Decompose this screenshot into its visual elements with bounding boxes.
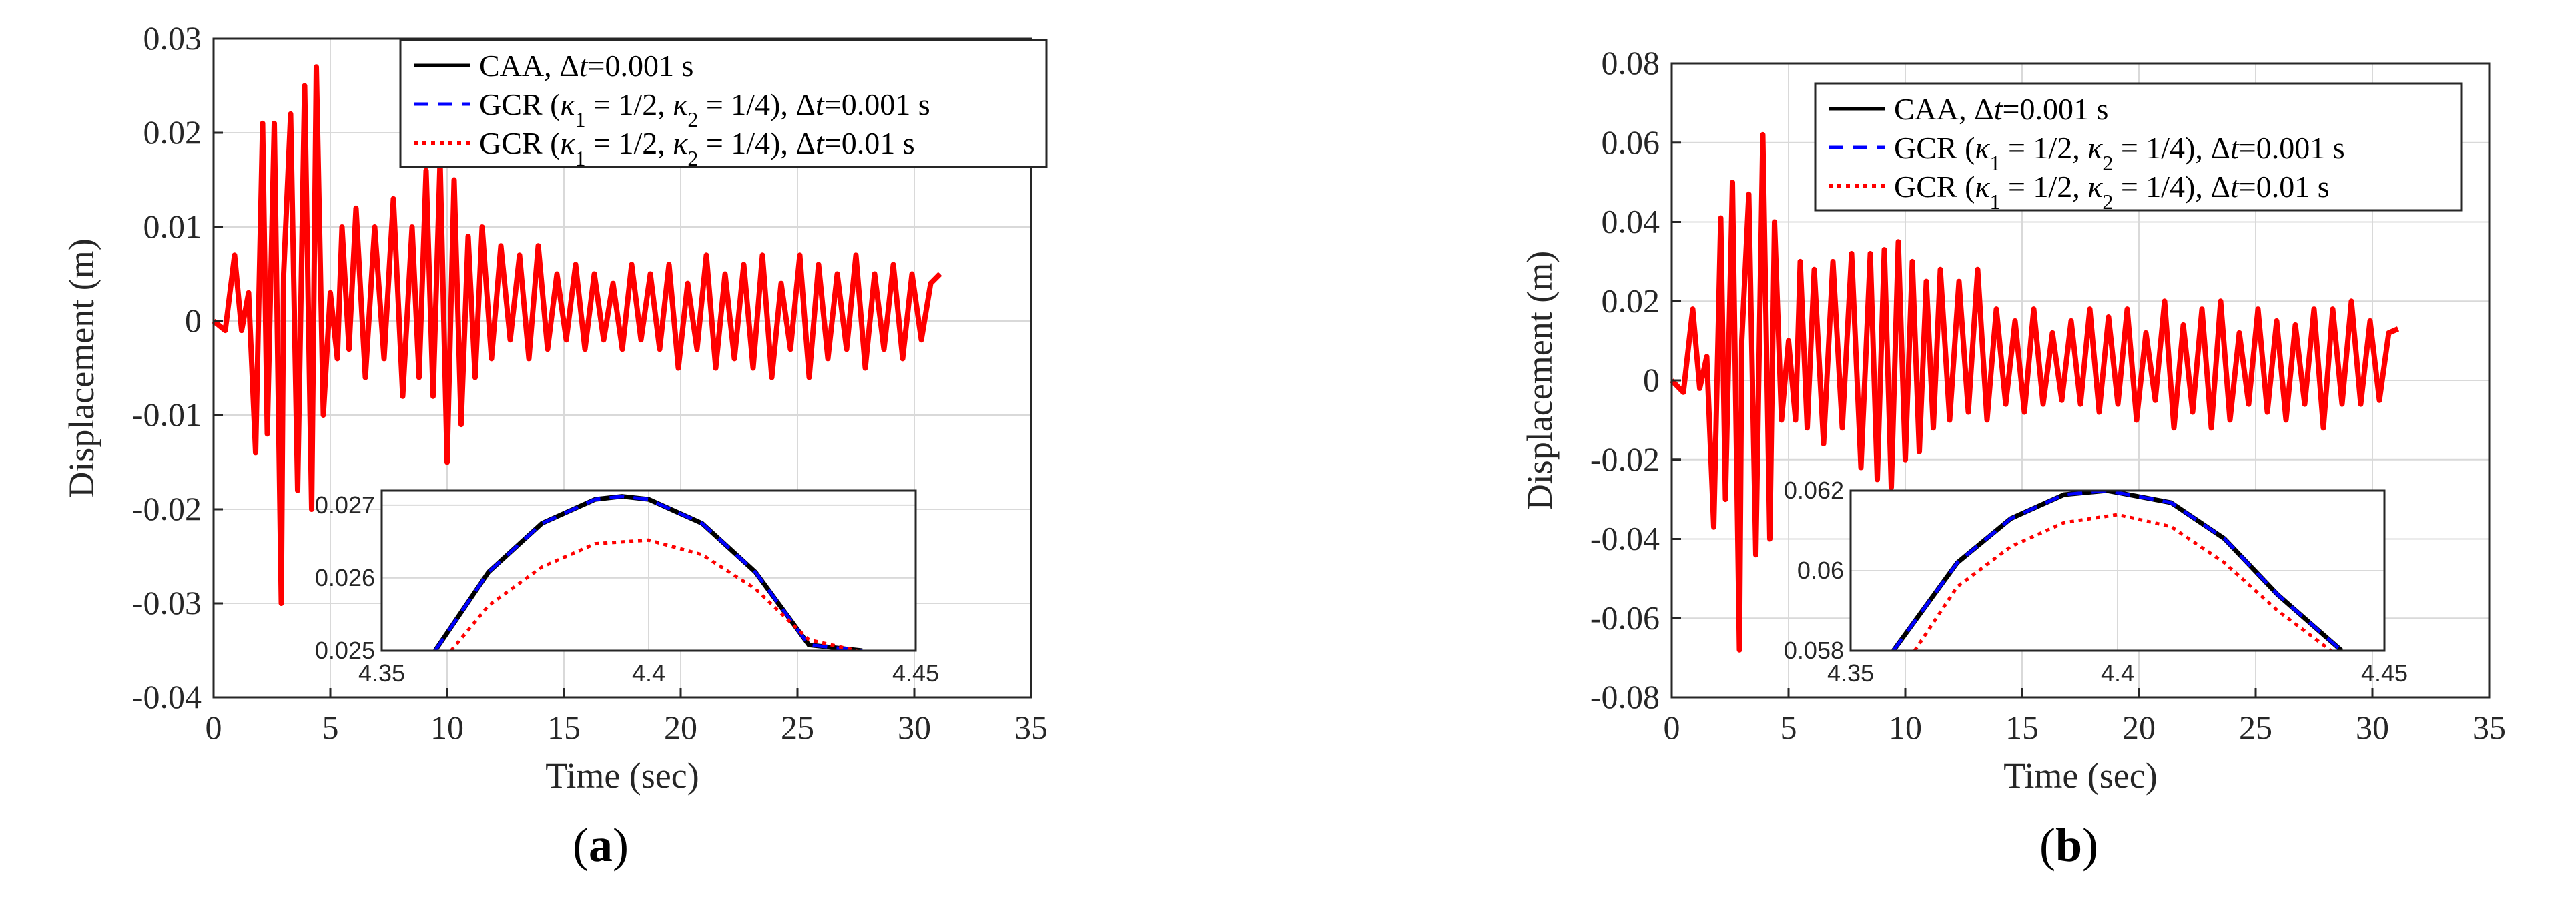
x-tick-label: 5 — [322, 709, 339, 746]
y-tick-label: 0 — [1643, 361, 1660, 398]
inset-y-tick-label: 0.06 — [1797, 557, 1844, 584]
legend-entry: GCR (κ1 = 1/2, κ2 = 1/4), Δt=0.001 s — [479, 87, 930, 131]
y-tick-label: -0.01 — [132, 396, 202, 433]
y-tick-label: -0.02 — [132, 490, 202, 527]
inset-x-tick-label: 4.45 — [892, 659, 939, 687]
legend: CAA, Δt=0.001 s GCR (κ1 = 1/2, κ2 = 1/4),… — [1814, 82, 2463, 214]
panel-caption-a: (a) — [573, 818, 629, 872]
legend-entry: GCR (κ1 = 1/2, κ2 = 1/4), Δt=0.01 s — [479, 126, 915, 170]
panel-caption-b: (b) — [2039, 818, 2098, 872]
inset-y-tick-label: 0.026 — [315, 564, 375, 591]
y-axis-label: Displacement (m) — [61, 238, 101, 497]
chart-panel-b: 0 5 10 15 20 25 30 35 -0.08 -0.06 -0.04 -0.02 0 0.02 0… — [1520, 44, 2506, 796]
x-tick-label: 30 — [2356, 709, 2389, 746]
y-tick-label: 0.04 — [1602, 203, 1660, 240]
x-tick-label: 30 — [898, 709, 931, 746]
y-tick-label: 0.06 — [1602, 123, 1660, 161]
y-tick-label: 0.01 — [143, 208, 202, 245]
inset-box — [380, 489, 917, 652]
chart-panel-a: 0 5 10 15 20 25 30 35 -0.04 -0.03 -0.02 -0.01 0 0.01 0… — [61, 19, 1048, 796]
x-tick-label: 5 — [1781, 709, 1797, 746]
inset-curve-dotted — [1913, 513, 2332, 651]
legend-entry: CAA, Δt=0.001 s — [479, 49, 693, 83]
y-axis-label: Displacement (m) — [1520, 251, 1560, 510]
x-tick-label: 20 — [2122, 709, 2156, 746]
inset-x-tick-label: 4.4 — [632, 659, 665, 687]
inset-panel: 4.35 4.4 4.45 0.025 0.026 0.027 — [315, 489, 939, 687]
x-tick-label: 0 — [206, 709, 222, 746]
y-tick-label: 0.08 — [1602, 44, 1660, 81]
inset-x-tick-label: 4.45 — [2361, 659, 2408, 687]
x-tick-label: 20 — [664, 709, 697, 746]
y-tick-label: -0.04 — [132, 678, 202, 715]
y-tick-label: 0.03 — [143, 19, 202, 57]
x-tick-label: 25 — [2239, 709, 2272, 746]
y-tick-label: 0.02 — [143, 113, 202, 151]
legend-entry: GCR (κ1 = 1/2, κ2 = 1/4), Δt=0.01 s — [1894, 170, 2330, 214]
inset-panel: 4.35 4.4 4.45 0.058 0.06 0.062 — [1784, 477, 2408, 687]
y-tick-label: -0.04 — [1590, 520, 1660, 557]
x-tick-label: 15 — [2005, 709, 2039, 746]
inset-y-tick-label: 0.058 — [1784, 637, 1844, 664]
legend: CAA, Δt=0.001 s GCR (κ1 = 1/2, κ2 = 1/4),… — [399, 39, 1048, 170]
y-tick-label: -0.02 — [1590, 440, 1660, 478]
inset-curve-dashed — [1891, 491, 2343, 651]
x-tick-label: 10 — [430, 709, 464, 746]
y-tick-label: 0.02 — [1602, 282, 1660, 319]
y-tick-label: -0.08 — [1590, 678, 1660, 715]
inset-y-tick-label: 0.025 — [315, 637, 375, 664]
inset-box — [1849, 489, 2386, 652]
inset-x-tick-label: 4.4 — [2101, 659, 2134, 687]
inset-curve-dotted — [450, 538, 858, 651]
x-tick-label: 0 — [1664, 709, 1680, 746]
x-tick-label: 35 — [2473, 709, 2506, 746]
series-line-gcr-coarse — [212, 64, 942, 606]
x-axis-label: Time (sec) — [545, 755, 699, 796]
y-tick-label: -0.03 — [132, 584, 202, 621]
x-tick-label: 25 — [781, 709, 814, 746]
legend-box — [1814, 82, 2463, 212]
inset-y-tick-label: 0.027 — [315, 491, 375, 519]
y-tick-label: -0.06 — [1590, 599, 1660, 636]
legend-box — [399, 39, 1048, 168]
series-line-gcr-coarse — [1670, 131, 2400, 653]
legend-entry: GCR (κ1 = 1/2, κ2 = 1/4), Δt=0.001 s — [1894, 131, 2345, 175]
x-tick-label: 15 — [547, 709, 581, 746]
x-tick-label: 35 — [1014, 709, 1048, 746]
x-tick-label: 10 — [1889, 709, 1922, 746]
inset-y-tick-label: 0.062 — [1784, 477, 1844, 504]
legend-entry: CAA, Δt=0.001 s — [1894, 92, 2108, 126]
inset-x-tick-label: 4.35 — [1827, 659, 1874, 687]
inset-curve-dashed — [433, 495, 863, 651]
axes-box — [212, 37, 1032, 699]
inset-x-tick-label: 4.35 — [358, 659, 405, 687]
x-axis-label: Time (sec) — [2003, 755, 2157, 796]
y-tick-label: 0 — [185, 302, 202, 339]
